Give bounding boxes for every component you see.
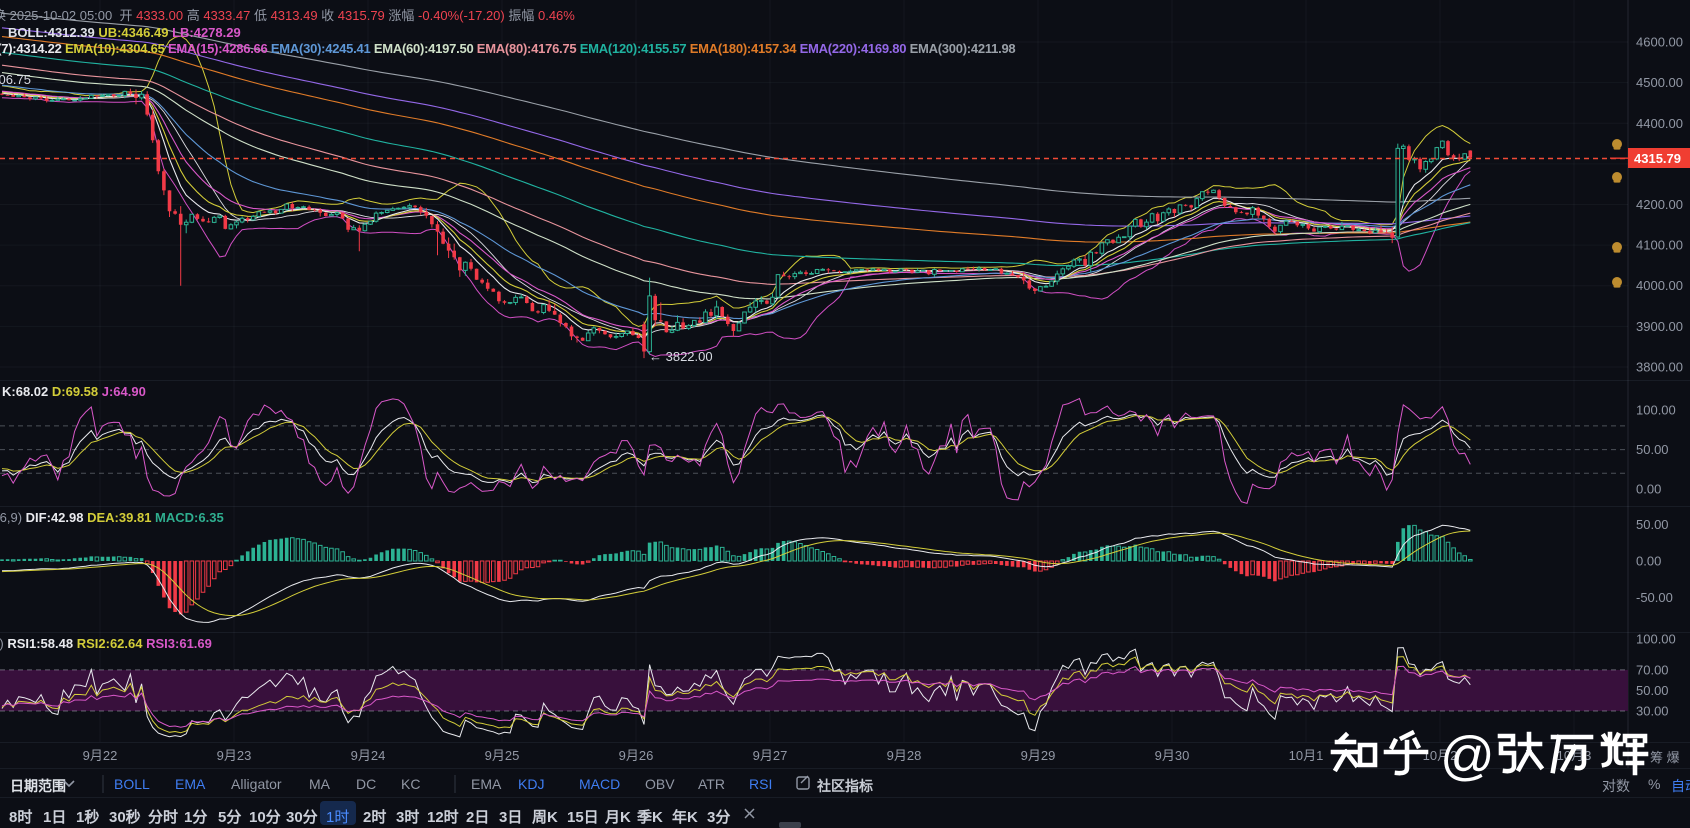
svg-text:-50.00: -50.00 <box>1636 590 1673 605</box>
svg-text:4315.79: 4315.79 <box>1634 151 1681 166</box>
svg-text:9月29: 9月29 <box>1021 748 1056 763</box>
svg-text:9月26: 9月26 <box>619 748 654 763</box>
svg-text:50.00: 50.00 <box>1636 517 1669 532</box>
svg-text:3900.00: 3900.00 <box>1636 319 1683 334</box>
svg-text:9月28: 9月28 <box>887 748 922 763</box>
svg-text:4600.00: 4600.00 <box>1636 35 1683 50</box>
svg-text:4306.75: 4306.75 <box>0 72 31 87</box>
svg-text:30.00: 30.00 <box>1636 704 1669 719</box>
svg-text:4100.00: 4100.00 <box>1636 238 1683 253</box>
svg-text:@: @ <box>1440 726 1495 786</box>
svg-text:4200.00: 4200.00 <box>1636 197 1683 212</box>
svg-text:3800.00: 3800.00 <box>1636 360 1683 375</box>
svg-text:4000.00: 4000.00 <box>1636 278 1683 293</box>
svg-text:10月1: 10月1 <box>1289 748 1324 763</box>
svg-text:10月2: 10月2 <box>1423 748 1458 763</box>
svg-text:100.00: 100.00 <box>1636 403 1676 418</box>
svg-text:50.00: 50.00 <box>1636 442 1669 457</box>
svg-text:9月27: 9月27 <box>753 748 788 763</box>
svg-text:100.00: 100.00 <box>1636 632 1676 647</box>
svg-text:0.00: 0.00 <box>1636 482 1661 497</box>
svg-text:0.00: 0.00 <box>1636 554 1661 569</box>
svg-text:9月30: 9月30 <box>1155 748 1190 763</box>
svg-text:9月22: 9月22 <box>83 748 118 763</box>
svg-text:← 3822.00: ← 3822.00 <box>649 349 713 364</box>
svg-text:50.00: 50.00 <box>1636 683 1669 698</box>
svg-text:9月23: 9月23 <box>217 748 252 763</box>
svg-text:4400.00: 4400.00 <box>1636 116 1683 131</box>
svg-text:70.00: 70.00 <box>1636 662 1669 677</box>
svg-text:9月24: 9月24 <box>351 748 386 763</box>
svg-text:9月25: 9月25 <box>485 748 520 763</box>
svg-text:4500.00: 4500.00 <box>1636 75 1683 90</box>
